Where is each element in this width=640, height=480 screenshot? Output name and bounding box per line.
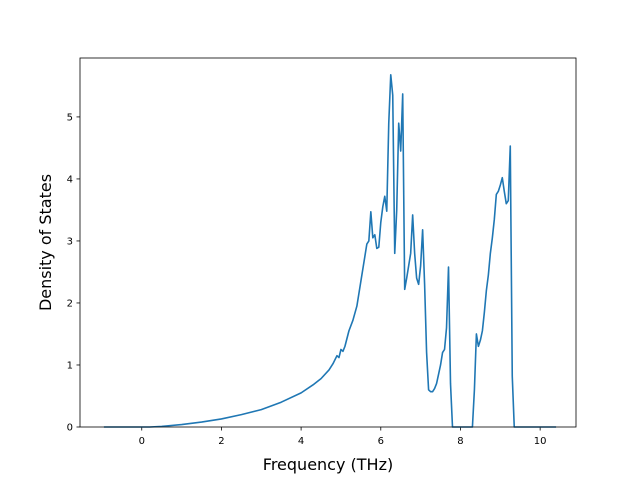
series-layer xyxy=(103,73,557,428)
y-tick-label: 0 xyxy=(67,423,73,434)
x-tick-label: 10 xyxy=(534,436,547,447)
plot-area xyxy=(80,58,576,427)
x-tick-label: 0 xyxy=(139,436,145,447)
dos-line-series xyxy=(103,73,557,428)
y-tick-label: 5 xyxy=(67,112,73,123)
x-tick-label: 4 xyxy=(298,436,304,447)
y-tick-label: 4 xyxy=(67,174,73,185)
y-axis-ticks: 0 1 2 3 4 5 xyxy=(67,112,80,434)
y-axis-label: Density of States xyxy=(36,174,55,311)
x-tick-label: 2 xyxy=(218,436,224,447)
y-tick-label: 1 xyxy=(67,360,73,371)
plot-frame xyxy=(79,57,577,428)
y-tick-label: 3 xyxy=(67,236,73,247)
x-tick-label: 6 xyxy=(378,436,384,447)
x-axis-label: Frequency (THz) xyxy=(263,455,393,474)
x-tick-label: 8 xyxy=(457,436,463,447)
y-tick-label: 2 xyxy=(67,298,73,309)
